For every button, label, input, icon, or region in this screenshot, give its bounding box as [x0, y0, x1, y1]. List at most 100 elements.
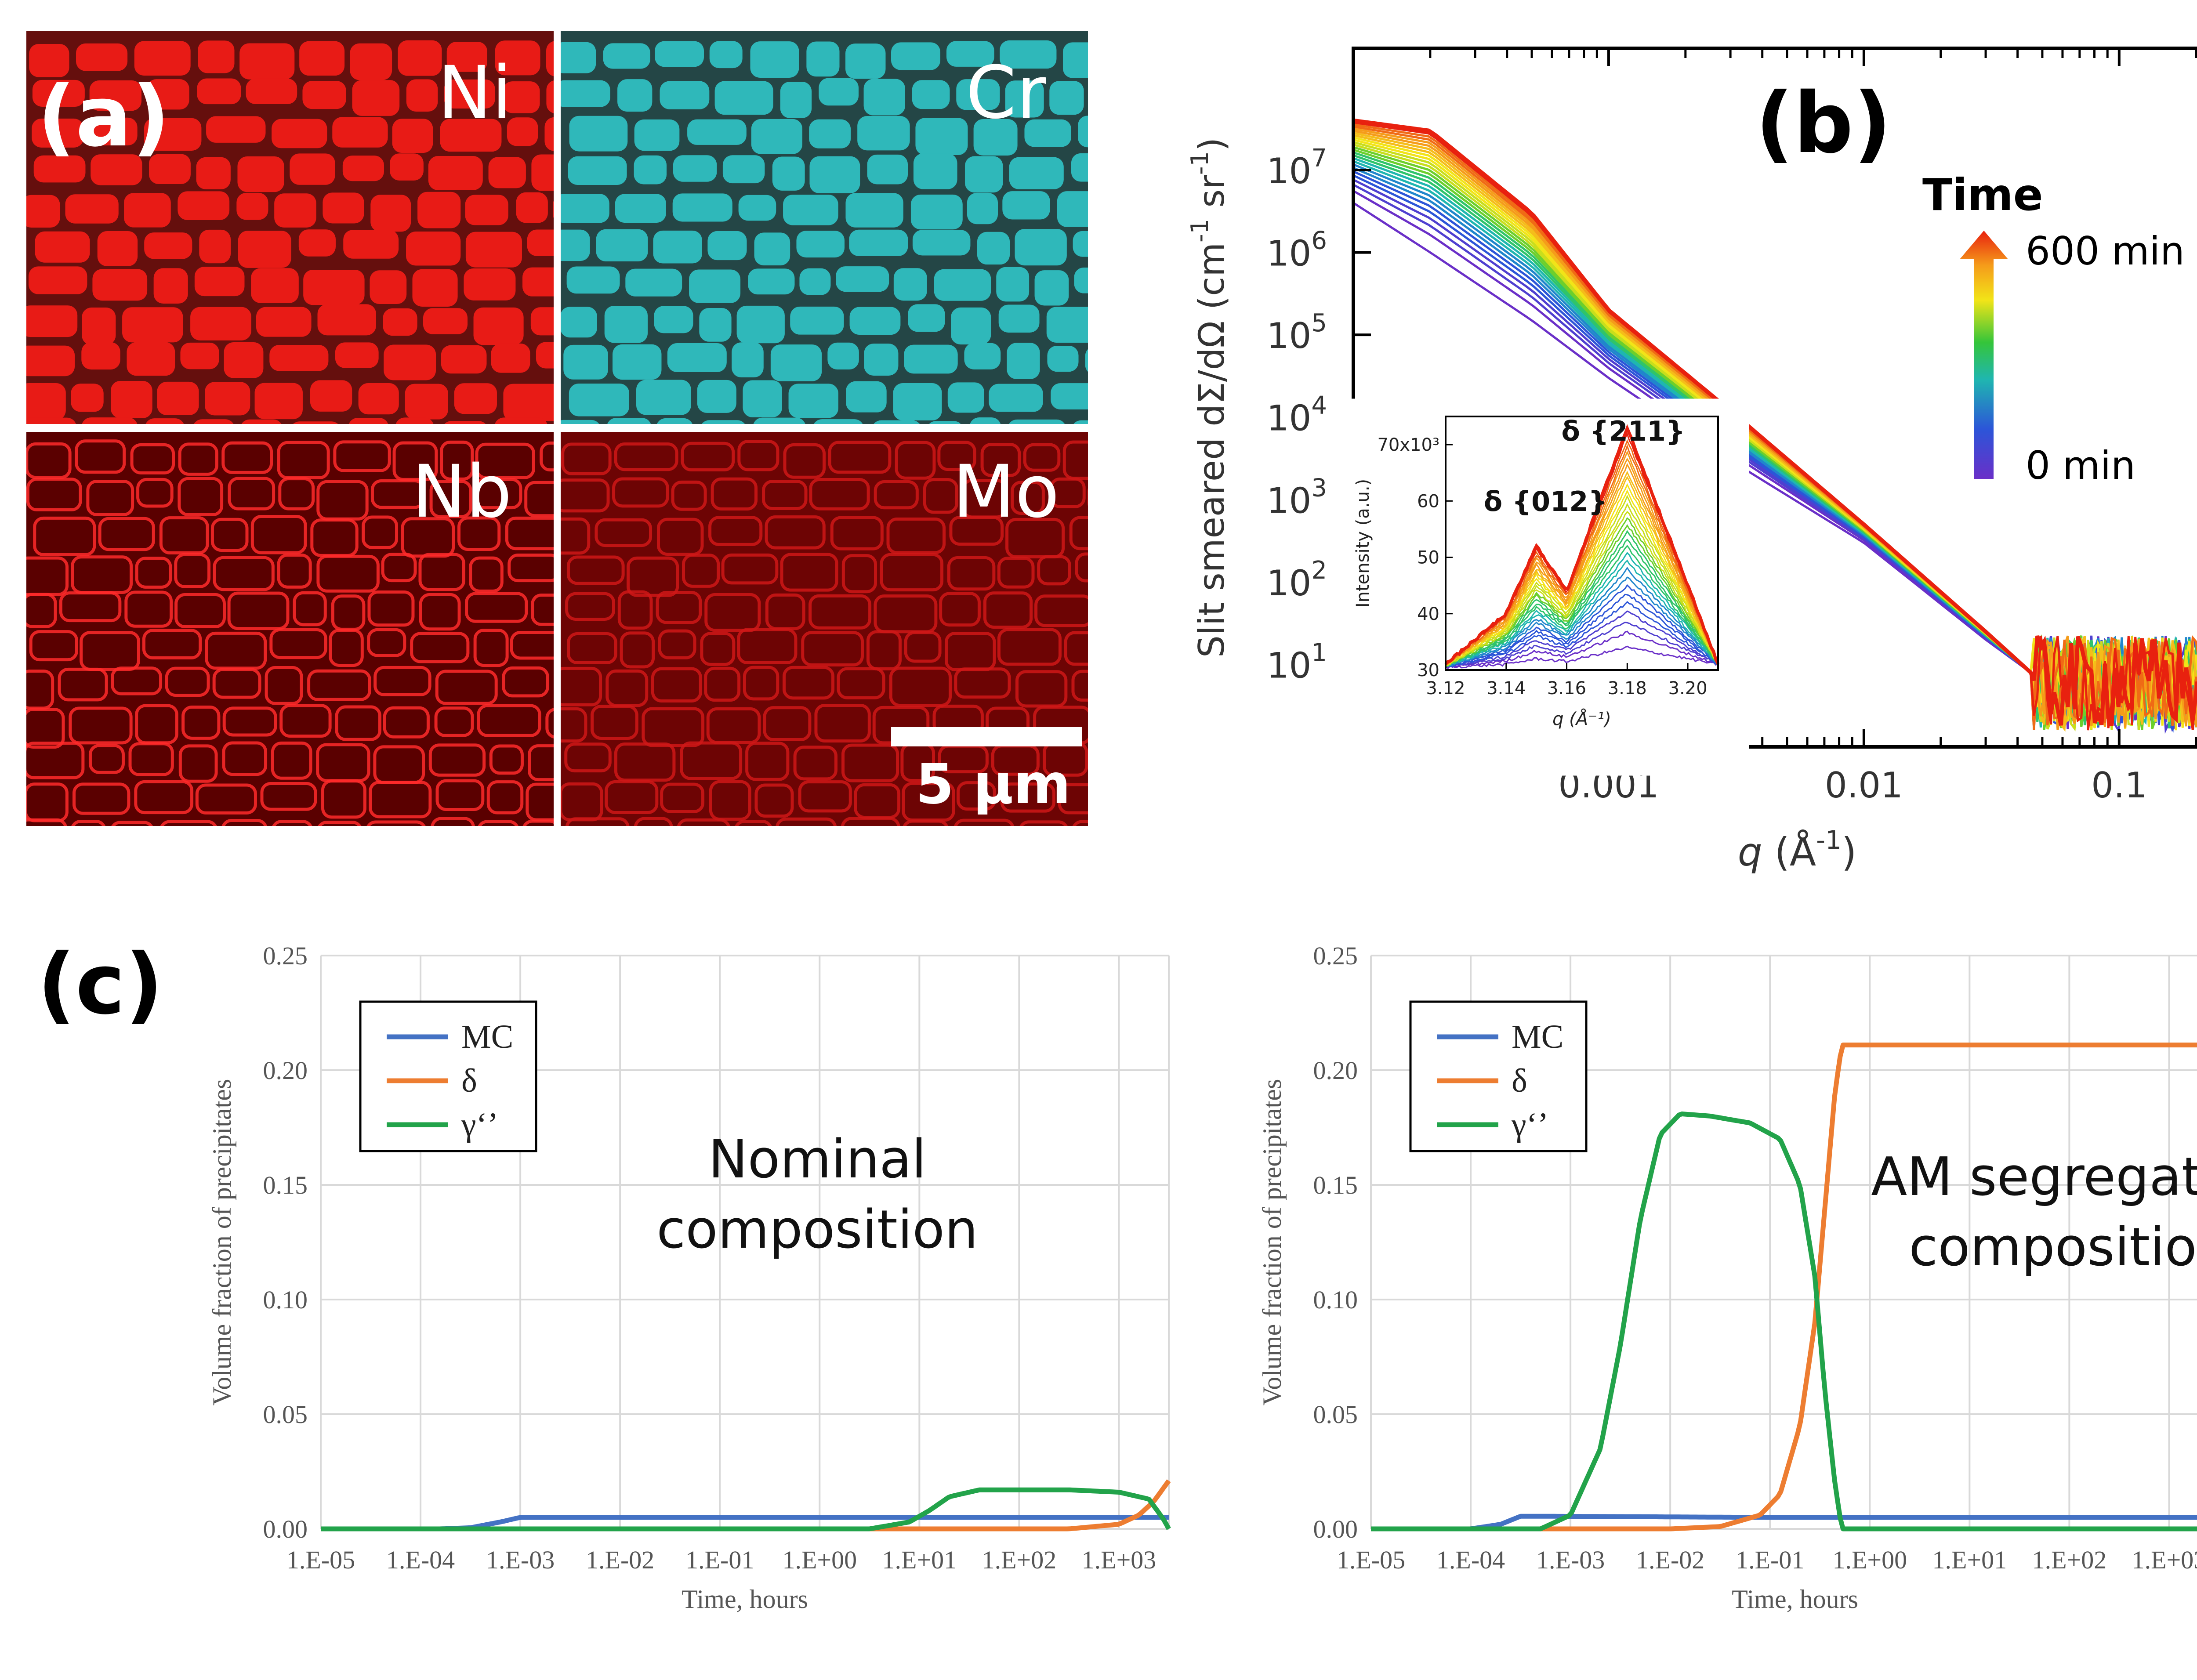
- cell: [687, 119, 747, 145]
- cell: [1046, 307, 1088, 343]
- cell: [748, 268, 795, 295]
- cell: [444, 79, 495, 109]
- cell: [110, 381, 152, 418]
- y-axis-title: Volume fraction of precipitates: [1258, 1079, 1287, 1406]
- cell: [904, 344, 958, 374]
- cell-boundary: [954, 667, 1011, 699]
- cell: [1009, 157, 1064, 189]
- cell-boundary: [776, 817, 837, 826]
- composition-annotation: Nominal: [708, 1129, 926, 1190]
- cell-boundary: [272, 820, 312, 826]
- cell: [238, 231, 291, 268]
- cell: [522, 267, 554, 297]
- cell: [660, 81, 710, 109]
- cell: [750, 41, 799, 78]
- cell-boundary: [634, 817, 673, 826]
- cell: [465, 195, 508, 225]
- cell: [1085, 349, 1088, 372]
- cell: [1000, 40, 1057, 69]
- mo-map: Mo 5 μm: [561, 432, 1088, 826]
- cell: [827, 342, 859, 369]
- inset-curve: [1445, 450, 1719, 666]
- cell-boundary: [33, 516, 96, 556]
- cell: [753, 417, 805, 424]
- x-tick-label: 1.E+02: [2032, 1546, 2107, 1574]
- cell: [303, 269, 365, 305]
- x-tick-label: 1.E+03: [2132, 1546, 2197, 1574]
- y-tick-label: 102: [1267, 556, 1327, 604]
- cell: [973, 119, 1018, 156]
- panel-b-label: (b): [1755, 75, 1892, 172]
- cell: [754, 232, 790, 266]
- cell-boundary: [124, 590, 173, 628]
- cell: [153, 268, 188, 304]
- inset-curve: [1445, 601, 1718, 668]
- cell-boundary: [307, 669, 371, 701]
- cell: [689, 269, 741, 303]
- cell-boundary: [612, 477, 669, 508]
- inset-y-tick-label: 30: [1417, 660, 1439, 681]
- inset-x-tick-label: 3.18: [1608, 678, 1647, 699]
- y-tick-label: 0.00: [263, 1515, 308, 1543]
- y-tick-label: 0.25: [263, 941, 308, 970]
- cell-boundary: [474, 478, 522, 510]
- cell: [1009, 419, 1065, 424]
- cell-boundary: [128, 742, 174, 776]
- cell-boundary: [362, 515, 399, 549]
- cell-boundary: [260, 782, 317, 811]
- inset-curve: [1445, 622, 1718, 668]
- cell: [1074, 267, 1088, 293]
- cell-boundary: [277, 554, 312, 589]
- plot-frame: [1352, 47, 2197, 749]
- cell-boundary: [837, 667, 885, 699]
- cell-boundary: [26, 593, 57, 628]
- cell-boundary: [956, 781, 996, 811]
- cell-boundary: [677, 818, 730, 826]
- y-tick-label: 0.25: [1313, 941, 1358, 970]
- cell: [180, 342, 219, 369]
- inset-curve: [1445, 503, 1719, 666]
- cell-boundary: [708, 516, 763, 546]
- cell: [392, 119, 433, 153]
- cell: [1073, 420, 1088, 424]
- cell-boundary: [1064, 631, 1088, 666]
- cell: [1034, 270, 1069, 306]
- legend-label: δ: [1512, 1062, 1527, 1099]
- cell-boundary: [704, 593, 761, 632]
- cell: [697, 380, 736, 413]
- cell-boundary: [782, 666, 835, 700]
- cell-boundary: [98, 517, 155, 551]
- cell: [569, 384, 630, 416]
- cell: [1057, 191, 1088, 227]
- cell: [553, 200, 554, 218]
- cell-boundary: [502, 666, 549, 698]
- y-tick-label: 0.15: [263, 1171, 308, 1199]
- cell-boundary: [1005, 518, 1065, 559]
- cell-boundary: [737, 440, 779, 471]
- cell-boundary: [841, 743, 899, 782]
- cell-boundary: [505, 516, 554, 550]
- y-axis-title: Volume fraction of precipitates: [207, 1079, 236, 1406]
- cell: [29, 266, 87, 294]
- cell: [89, 80, 141, 111]
- cell: [634, 119, 680, 151]
- cell: [190, 307, 251, 340]
- cell: [563, 344, 608, 380]
- cell: [92, 269, 148, 301]
- cell-boundary: [828, 441, 892, 474]
- cell: [783, 195, 838, 225]
- cell: [561, 420, 599, 424]
- cell-boundary: [809, 478, 870, 511]
- cell: [603, 43, 650, 69]
- cell-boundary: [980, 443, 1021, 477]
- cell: [122, 307, 183, 343]
- cell: [256, 307, 312, 337]
- nominal-chart: 1.E-05 1.E-04 1.E-03 1.E-02 1.E-01 1.E+00 1.E+…: [207, 941, 1171, 1614]
- cell: [709, 41, 743, 69]
- cell: [1078, 116, 1088, 148]
- cell-boundary: [1075, 552, 1088, 583]
- cell: [144, 232, 192, 259]
- cell: [417, 192, 461, 228]
- cell-boundary: [620, 631, 655, 669]
- cell-boundary: [830, 516, 884, 550]
